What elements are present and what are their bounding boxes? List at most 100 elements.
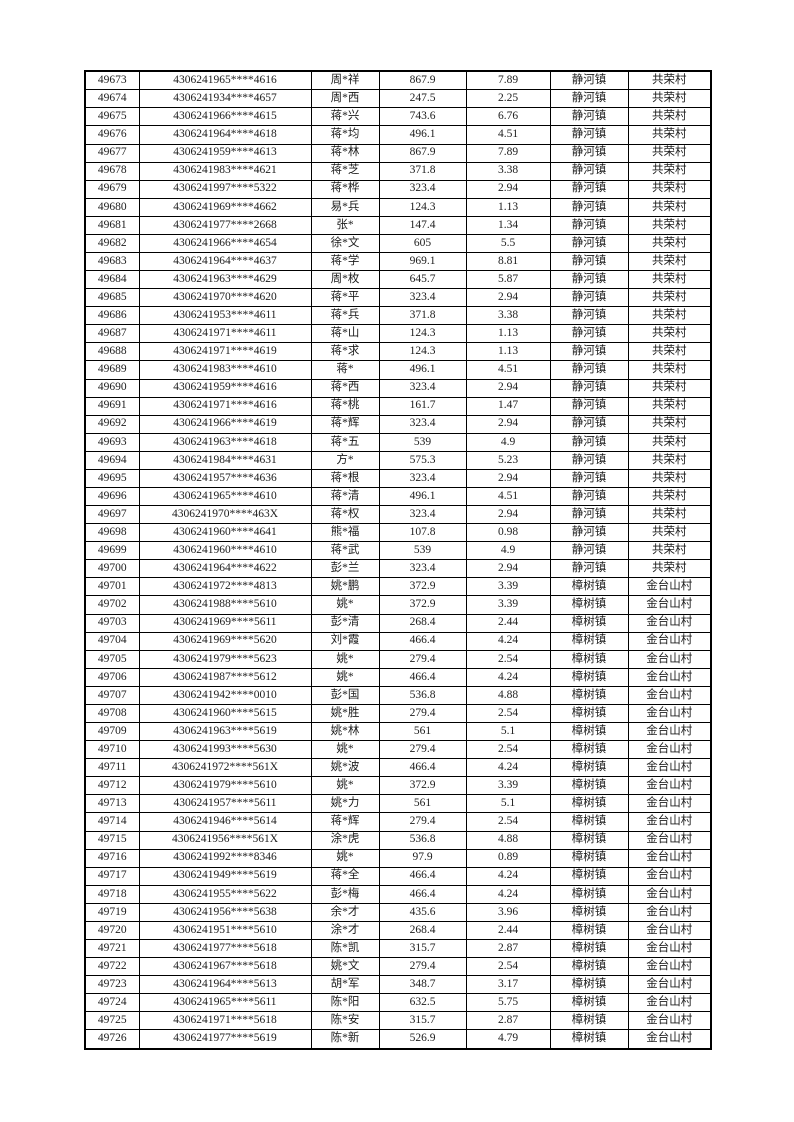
cell-name: 徐*文 bbox=[310, 233, 380, 254]
cell-area: 561 bbox=[378, 722, 467, 742]
cell-village: 金台山村 bbox=[627, 703, 712, 724]
cell-name: 蒋*西 bbox=[310, 378, 380, 398]
cell-town: 静河镇 bbox=[549, 125, 629, 145]
cell-name: 彭*兰 bbox=[310, 559, 380, 579]
cell-name: 蒋*求 bbox=[310, 342, 380, 362]
cell-village: 共荣村 bbox=[627, 396, 712, 416]
cell-id-number: 4306241963****5619 bbox=[138, 722, 312, 742]
cell-seq: 49687 bbox=[84, 324, 140, 344]
cell-id-number: 4306241959****4616 bbox=[138, 378, 312, 398]
table-row: 49723 4306241964****5613 胡*军 348.7 3.17 樟树镇 金台… bbox=[84, 975, 712, 995]
cell-village: 共荣村 bbox=[627, 378, 712, 398]
cell-area: 279.4 bbox=[378, 703, 467, 724]
cell-town: 静河镇 bbox=[549, 559, 629, 579]
cell-seq: 49704 bbox=[84, 631, 140, 651]
cell-village: 共荣村 bbox=[627, 215, 712, 235]
cell-name: 姚*胜 bbox=[310, 703, 380, 724]
cell-id-number: 4306241970****463X bbox=[138, 505, 312, 525]
cell-amount: 4.9 bbox=[465, 432, 551, 452]
cell-amount: 2.54 bbox=[465, 703, 551, 724]
cell-village: 共荣村 bbox=[627, 324, 712, 344]
cell-amount: 3.39 bbox=[465, 595, 551, 615]
cell-town: 樟树镇 bbox=[549, 920, 629, 940]
cell-village: 共荣村 bbox=[627, 161, 712, 181]
table-row: 49705 4306241979****5623 姚* 279.4 2.54 樟树镇 金台山… bbox=[84, 649, 712, 669]
cell-village: 金台山村 bbox=[627, 722, 712, 742]
cell-village: 共荣村 bbox=[627, 342, 712, 362]
cell-town: 静河镇 bbox=[549, 70, 629, 91]
cell-seq: 49701 bbox=[84, 577, 140, 597]
cell-village: 金台山村 bbox=[627, 902, 712, 922]
cell-town: 樟树镇 bbox=[549, 866, 629, 886]
cell-town: 静河镇 bbox=[549, 541, 629, 561]
cell-town: 樟树镇 bbox=[549, 938, 629, 959]
table-row: 49675 4306241966****4615 蒋*兴 743.6 6.76 静河镇 共荣… bbox=[84, 107, 712, 127]
cell-town: 静河镇 bbox=[549, 396, 629, 416]
cell-seq: 49710 bbox=[84, 740, 140, 760]
cell-village: 共荣村 bbox=[627, 143, 712, 163]
table-row: 49704 4306241969****5620 刘*霞 466.4 4.24 樟树镇 金台… bbox=[84, 631, 712, 651]
cell-id-number: 4306241964****5613 bbox=[138, 975, 312, 995]
cell-town: 樟树镇 bbox=[549, 1029, 629, 1050]
cell-id-number: 4306241960****4610 bbox=[138, 541, 312, 561]
cell-name: 胡*军 bbox=[310, 975, 380, 995]
table-row: 49679 4306241997****5322 蒋*桦 323.4 2.94 静河镇 共荣… bbox=[84, 179, 712, 199]
cell-amount: 5.75 bbox=[465, 993, 551, 1013]
cell-seq: 49678 bbox=[84, 161, 140, 181]
cell-amount: 4.9 bbox=[465, 541, 551, 561]
cell-name: 蒋*五 bbox=[310, 432, 380, 452]
cell-town: 樟树镇 bbox=[549, 830, 629, 850]
cell-area: 466.4 bbox=[378, 884, 467, 904]
cell-amount: 3.39 bbox=[465, 577, 551, 597]
cell-amount: 5.23 bbox=[465, 450, 551, 470]
cell-name: 姚* bbox=[310, 667, 380, 687]
cell-area: 645.7 bbox=[378, 270, 467, 290]
cell-town: 樟树镇 bbox=[549, 667, 629, 687]
cell-area: 526.9 bbox=[378, 1029, 467, 1050]
cell-seq: 49700 bbox=[84, 559, 140, 579]
cell-name: 陈*新 bbox=[310, 1029, 380, 1050]
cell-village: 共荣村 bbox=[627, 559, 712, 579]
cell-village: 金台山村 bbox=[627, 794, 712, 814]
table-row: 49702 4306241988****5610 姚* 372.9 3.39 樟树镇 金台山… bbox=[84, 595, 712, 615]
cell-id-number: 4306241934****4657 bbox=[138, 89, 312, 109]
cell-town: 静河镇 bbox=[549, 378, 629, 398]
cell-name: 蒋*清 bbox=[310, 487, 380, 507]
cell-amount: 2.44 bbox=[465, 920, 551, 940]
cell-id-number: 4306241983****4621 bbox=[138, 161, 312, 181]
table-row: 49716 4306241992****8346 姚* 97.9 0.89 樟树镇 金台山村 bbox=[84, 848, 712, 868]
cell-town: 樟树镇 bbox=[549, 758, 629, 778]
cell-id-number: 4306241969****4662 bbox=[138, 197, 312, 217]
cell-town: 樟树镇 bbox=[549, 631, 629, 651]
table-row: 49709 4306241963****5619 姚*林 561 5.1 樟树镇 金台山村 bbox=[84, 722, 712, 742]
cell-name: 蒋* bbox=[310, 360, 380, 380]
table-row: 49708 4306241960****5615 姚*胜 279.4 2.54 樟树镇 金台… bbox=[84, 703, 712, 724]
cell-village: 共荣村 bbox=[627, 70, 712, 91]
cell-seq: 49708 bbox=[84, 703, 140, 724]
cell-town: 静河镇 bbox=[549, 197, 629, 217]
cell-name: 姚*鹏 bbox=[310, 577, 380, 597]
table-row: 49720 4306241951****5610 涂*才 268.4 2.44 樟树镇 金台… bbox=[84, 920, 712, 940]
cell-town: 樟树镇 bbox=[549, 902, 629, 922]
cell-id-number: 4306241965****5611 bbox=[138, 993, 312, 1013]
cell-town: 静河镇 bbox=[549, 288, 629, 308]
cell-village: 共荣村 bbox=[627, 541, 712, 561]
cell-id-number: 4306241984****4631 bbox=[138, 450, 312, 470]
cell-area: 605 bbox=[378, 233, 467, 254]
table-row: 49700 4306241964****4622 彭*兰 323.4 2.94 静河镇 共荣… bbox=[84, 559, 712, 579]
cell-name: 涂*才 bbox=[310, 920, 380, 940]
table-row: 49722 4306241967****5618 姚*文 279.4 2.54 樟树镇 金台… bbox=[84, 957, 712, 977]
cell-amount: 5.5 bbox=[465, 233, 551, 254]
cell-id-number: 4306241942****0010 bbox=[138, 685, 312, 705]
cell-id-number: 4306241956****561X bbox=[138, 830, 312, 850]
cell-village: 金台山村 bbox=[627, 595, 712, 615]
cell-area: 323.4 bbox=[378, 505, 467, 525]
cell-area: 539 bbox=[378, 541, 467, 561]
cell-name: 陈*安 bbox=[310, 1011, 380, 1031]
cell-seq: 49720 bbox=[84, 920, 140, 940]
cell-amount: 0.89 bbox=[465, 848, 551, 868]
cell-amount: 5.87 bbox=[465, 270, 551, 290]
cell-name: 姚*力 bbox=[310, 794, 380, 814]
cell-village: 金台山村 bbox=[627, 848, 712, 868]
cell-seq: 49689 bbox=[84, 360, 140, 380]
